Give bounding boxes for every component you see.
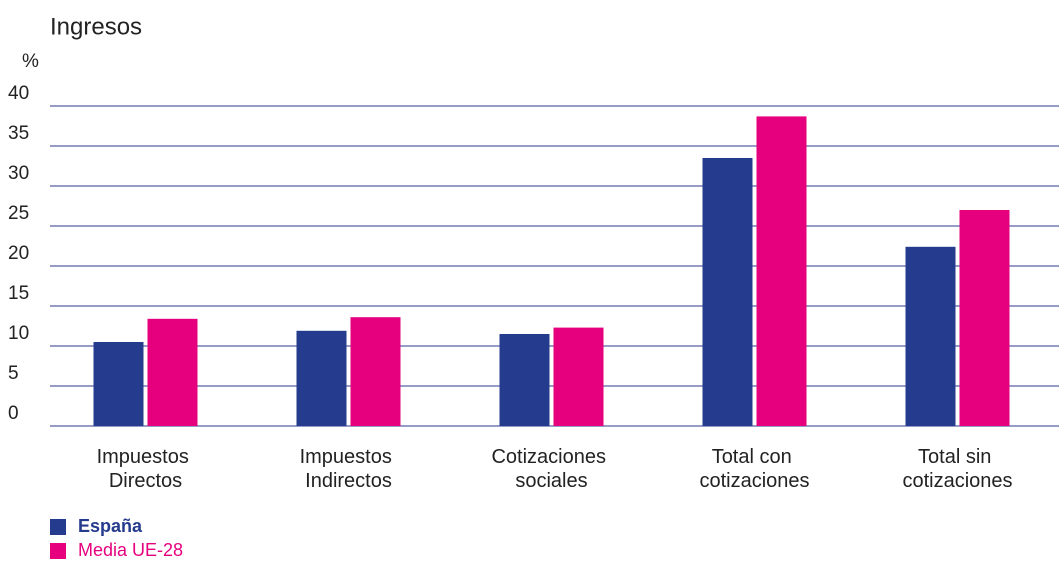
bar	[147, 318, 198, 426]
bar	[499, 334, 550, 426]
bar	[350, 317, 401, 426]
y-axis-label: %	[22, 51, 39, 72]
bar	[553, 327, 604, 426]
bar	[756, 116, 807, 427]
y-tick-label: 0	[8, 403, 19, 424]
x-tick-label: Cotizaciones sociales	[491, 446, 611, 492]
bar	[959, 210, 1010, 426]
legend-label: España	[78, 516, 143, 536]
bar	[702, 158, 753, 426]
chart-title: Ingresos	[50, 13, 142, 40]
bar	[296, 330, 347, 426]
y-tick-label: 15	[8, 283, 29, 304]
legend-swatch	[50, 519, 66, 535]
y-tick-label: 20	[8, 243, 29, 264]
y-tick-label: 35	[8, 123, 29, 144]
y-tick-label: 5	[8, 363, 19, 384]
bar	[905, 246, 956, 426]
y-tick-label: 25	[8, 203, 29, 224]
legend-swatch	[50, 543, 66, 559]
x-tick-label: Total sin cotizaciones	[902, 446, 1012, 492]
bar	[93, 342, 144, 426]
y-tick-label: 30	[8, 163, 29, 184]
x-tick-label: Total con cotizaciones	[699, 446, 809, 492]
y-tick-label: 40	[8, 83, 29, 104]
x-tick-label: Impuestos Indirectos	[300, 446, 398, 492]
y-tick-label: 10	[8, 323, 29, 344]
x-tick-label: Impuestos Directos	[97, 446, 195, 492]
legend-label: Media UE-28	[78, 540, 183, 560]
